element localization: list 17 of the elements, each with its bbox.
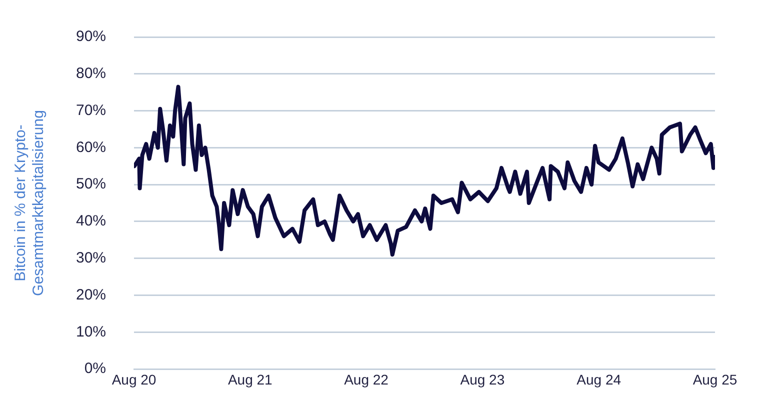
y-tick-label: 60% [76,138,106,156]
y-tick-label: 50% [76,176,106,193]
y-tick-label: 40% [76,212,106,230]
y-axis-title: Bitcoin in % der Krypto- Gesamtmarktkapitalisierung [12,110,48,296]
y-tick-label: 10% [76,323,106,340]
x-tick-label: Aug 25 [692,371,738,388]
x-tick-label: Aug 21 [228,371,273,388]
y-tick-label: 30% [76,249,106,266]
y-tick-label: 70% [76,102,106,119]
x-tick-label: Aug 20 [112,371,156,388]
y-tick-label: 20% [76,286,106,304]
y-tick-label: 80% [76,65,106,82]
x-tick-label: Aug 24 [576,371,622,388]
y-tick-label: 90% [76,28,106,46]
y-tick-label: 0% [84,360,106,378]
x-tick-label: Aug 23 [460,371,505,388]
x-tick-label: Aug 22 [344,371,389,388]
